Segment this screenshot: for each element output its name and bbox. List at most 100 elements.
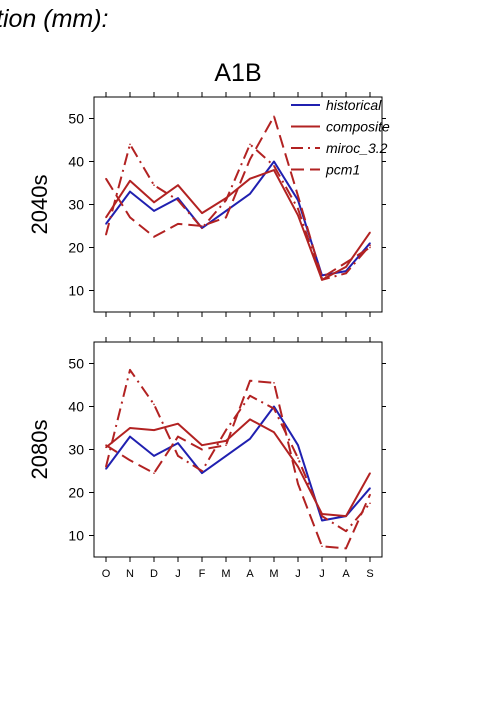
legend-label: historical (326, 97, 382, 113)
data-point (201, 444, 203, 447)
legend-label: pcm1 (325, 162, 360, 178)
data-point (177, 199, 179, 201)
data-point (297, 465, 299, 468)
data-point (105, 177, 107, 180)
data-point (153, 210, 155, 212)
data-point (369, 472, 371, 474)
data-point (273, 160, 275, 163)
data-point (225, 210, 227, 212)
data-point (369, 242, 371, 244)
data-point (177, 435, 179, 438)
data-point (273, 431, 275, 434)
data-point (297, 483, 299, 485)
data-point (249, 143, 251, 146)
panels: 10 20 30 40 50 2040s historical composite miroc_… (27, 92, 390, 580)
data-point (249, 394, 251, 397)
data-point (177, 455, 179, 457)
data-point (105, 468, 107, 470)
data-point (201, 472, 203, 474)
series-line-pcm1 (105, 115, 371, 279)
data-point (273, 407, 275, 410)
data-point (369, 244, 371, 247)
data-point (105, 223, 107, 225)
x-tick-label: A (342, 568, 350, 580)
y-tick-label: 10 (68, 283, 84, 299)
data-point (225, 199, 227, 201)
x-tick-label: A (246, 568, 254, 580)
data-point (273, 382, 275, 384)
y-axis-label: 2040s (27, 175, 52, 235)
data-point (297, 214, 299, 217)
page-heading: tion (mm): (0, 5, 109, 33)
x-tick-label: D (150, 568, 158, 580)
data-point (345, 272, 347, 275)
y-axis-label: 2080s (27, 420, 52, 480)
data-point (321, 276, 323, 279)
data-point (273, 405, 275, 408)
data-point (129, 190, 131, 193)
panel-0: 10 20 30 40 50 2040s historical composite miroc_… (27, 92, 390, 317)
x-tick-label: J (295, 568, 301, 580)
y-tick-label: 20 (68, 485, 84, 501)
data-point (201, 212, 203, 214)
data-point (129, 369, 131, 371)
data-point (129, 180, 131, 182)
x-tick-label: J (175, 568, 181, 580)
data-point (249, 418, 251, 421)
data-point (345, 515, 347, 517)
series-line-historical (105, 405, 371, 522)
data-point (225, 444, 227, 447)
data-point (345, 261, 347, 264)
data-point (369, 231, 371, 234)
series-line-historical (105, 160, 371, 277)
y-tick-label: 10 (68, 528, 84, 544)
data-point (249, 158, 251, 161)
data-point (177, 422, 179, 425)
data-point (321, 519, 323, 522)
data-point (273, 115, 275, 118)
x-tick-label: N (126, 568, 134, 580)
data-point (201, 227, 203, 229)
data-point (177, 442, 179, 444)
data-point (129, 427, 131, 429)
data-point (297, 208, 299, 210)
data-point (369, 487, 371, 490)
data-point (321, 545, 323, 548)
data-point (321, 278, 323, 281)
series-line-composite (105, 169, 371, 281)
x-tick-label: J (319, 568, 325, 580)
legend-label: miroc_3.2 (326, 140, 388, 156)
data-point (345, 547, 347, 550)
data-point (153, 184, 155, 186)
x-tick-label: F (199, 568, 206, 580)
series-line-miroc-3-2 (105, 368, 371, 533)
data-point (273, 169, 275, 171)
data-point (249, 192, 251, 195)
x-tick-label: S (366, 568, 373, 580)
data-point (249, 437, 251, 440)
x-tick-label: M (269, 568, 278, 580)
data-point (297, 195, 299, 197)
y-tick-label: 20 (68, 240, 84, 256)
series-line-composite (105, 418, 371, 518)
data-point (105, 216, 107, 219)
data-point (369, 246, 371, 249)
data-point (153, 455, 155, 457)
data-point (153, 235, 155, 238)
data-point (201, 448, 203, 451)
legend: historical composite miroc_3.2 pcm1 (291, 97, 390, 178)
data-point (129, 435, 131, 438)
data-point (321, 515, 323, 517)
y-tick-label: 40 (68, 154, 84, 170)
data-point (177, 197, 179, 199)
data-point (153, 403, 155, 406)
data-point (153, 201, 155, 204)
series-line-pcm1 (105, 379, 371, 550)
data-point (105, 444, 107, 447)
scenario-title: A1B (214, 59, 261, 87)
data-point (177, 184, 179, 186)
data-point (297, 444, 299, 447)
data-point (369, 502, 371, 505)
data-point (273, 165, 275, 167)
